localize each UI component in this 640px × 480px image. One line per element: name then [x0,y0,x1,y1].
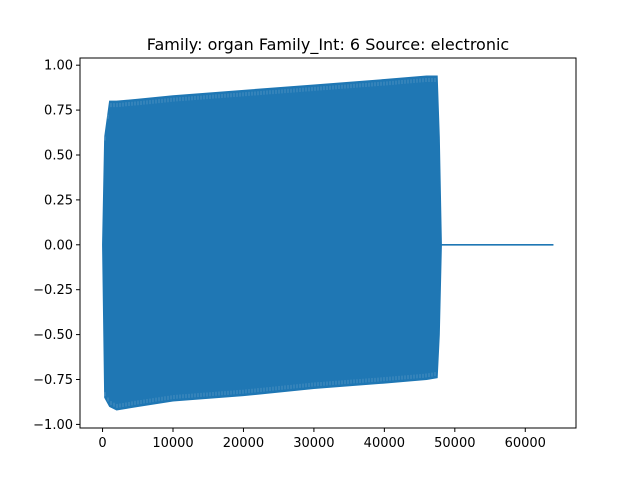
x-tick-label: 20000 [223,436,264,451]
x-tick-label: 10000 [152,436,193,451]
waveform-oscillation-0 [104,77,436,408]
y-tick-label: −0.75 [33,373,73,388]
plot-frame [79,57,577,429]
y-tick-label: 0.25 [44,193,73,208]
plot-area [102,75,554,411]
y-tick-label: 0.50 [44,148,73,163]
axes: 0 10000 20000 30000 40000 50000 60000 1.00 0.75 0… [33,57,577,451]
chart-title: Family: organ Family_Int: 6 Source: elec… [147,35,509,55]
y-tick-label: −0.50 [33,328,73,343]
x-tick-label: 30000 [293,436,334,451]
x-tick-label: 0 [98,436,106,451]
y-tick-label: 0.75 [44,104,73,119]
x-tick-label: 40000 [364,436,405,451]
x-tick-label: 60000 [505,436,546,451]
y-tick-label: 1.00 [44,59,73,74]
waveform-band-0 [102,75,442,411]
x-tick-label: 50000 [434,436,475,451]
y-tick-label: 0.00 [44,238,73,253]
y-tick-label: −0.25 [33,283,73,298]
y-tick-label: −1.00 [33,418,73,433]
